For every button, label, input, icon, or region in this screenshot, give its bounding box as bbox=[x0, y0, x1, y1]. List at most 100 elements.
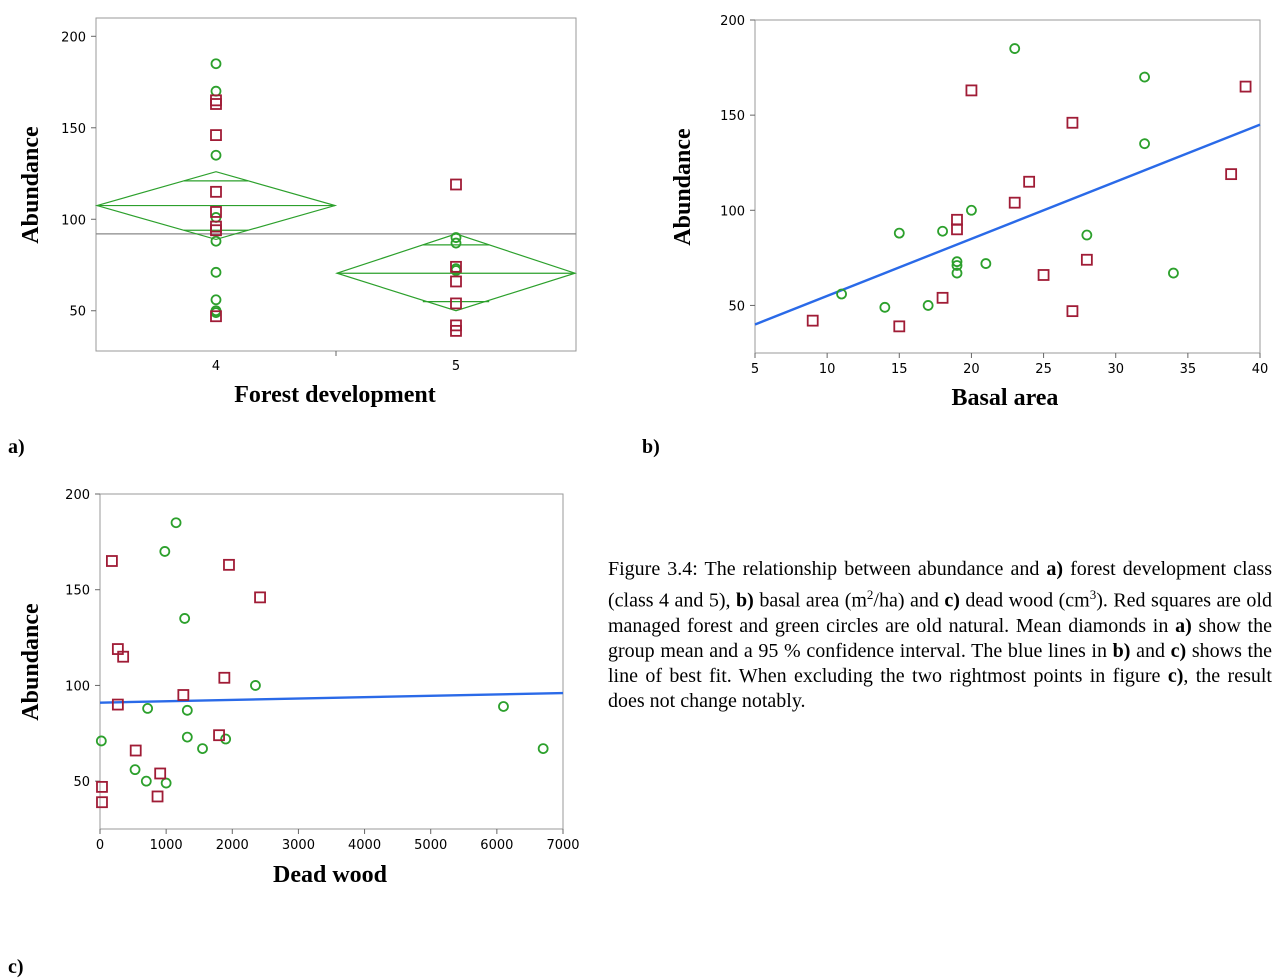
chart-b-frame bbox=[754, 19, 1261, 354]
data-point-circle bbox=[951, 256, 963, 268]
data-point-square bbox=[951, 213, 963, 226]
data-point-circle bbox=[181, 704, 193, 716]
data-point-square bbox=[806, 314, 819, 327]
data-point-circle bbox=[140, 775, 152, 787]
data-point-circle bbox=[498, 701, 509, 712]
data-point-square bbox=[218, 671, 231, 684]
data-point-square bbox=[1023, 175, 1036, 188]
data-point-square bbox=[210, 206, 222, 218]
panel-label-a: a) bbox=[8, 436, 25, 458]
data-point-square bbox=[450, 275, 462, 288]
data-point-circle bbox=[159, 546, 171, 557]
y-tick-label: 200 bbox=[65, 488, 90, 503]
data-point-square bbox=[893, 320, 906, 333]
x-tick-label: 0 bbox=[96, 838, 104, 853]
data-point-circle bbox=[951, 267, 963, 279]
chart-a-frame bbox=[95, 17, 577, 352]
data-point-circle bbox=[210, 149, 222, 161]
data-point-square bbox=[117, 650, 130, 663]
data-point-circle bbox=[250, 680, 261, 691]
data-point-square bbox=[111, 698, 124, 711]
x-tick-label: 40 bbox=[1252, 362, 1269, 377]
data-point-circle bbox=[450, 232, 462, 243]
x-tick-label: 1000 bbox=[150, 838, 183, 853]
data-point-circle bbox=[179, 613, 191, 624]
data-point-circle bbox=[980, 258, 992, 269]
data-point-circle bbox=[836, 288, 847, 300]
data-point-circle bbox=[210, 294, 222, 306]
data-point-square bbox=[154, 767, 167, 780]
x-tick-label: 2000 bbox=[216, 838, 249, 853]
data-point-circle bbox=[210, 58, 222, 70]
fit-line bbox=[754, 123, 1261, 326]
chart-c-frame bbox=[99, 493, 564, 830]
chart-a: 50 100 150 200 4 5 Forest development Abundance bbox=[18, 17, 577, 408]
data-point-circle bbox=[210, 266, 222, 278]
data-point-circle bbox=[210, 235, 222, 247]
y-tick-label: 50 bbox=[73, 775, 90, 790]
x-tick-label: 35 bbox=[1180, 362, 1197, 377]
y-tick-label: 100 bbox=[61, 213, 86, 228]
y-tick-label: 50 bbox=[69, 305, 86, 320]
data-point-circle bbox=[1168, 267, 1179, 279]
data-point-circle bbox=[129, 764, 141, 776]
data-point-circle bbox=[951, 260, 963, 271]
data-point-square bbox=[223, 558, 235, 571]
data-point-square bbox=[210, 185, 222, 198]
x-tick-label: 7000 bbox=[546, 838, 579, 853]
data-point-circle bbox=[170, 517, 182, 529]
data-point-circle bbox=[879, 301, 891, 313]
y-tick-label: 200 bbox=[720, 14, 745, 29]
x-axis-title: Basal area bbox=[952, 385, 1059, 411]
data-point-square bbox=[210, 98, 222, 110]
data-point-square bbox=[951, 223, 963, 236]
data-point-square bbox=[213, 729, 225, 742]
x-tick-label: 5 bbox=[751, 362, 759, 377]
y-tick-label: 200 bbox=[61, 30, 86, 45]
data-point-square bbox=[210, 310, 222, 323]
data-point-circle bbox=[160, 777, 172, 789]
y-tick-label: 150 bbox=[720, 109, 745, 124]
data-point-square bbox=[965, 84, 978, 97]
x-tick-label: 15 bbox=[891, 362, 908, 377]
y-tick-label: 150 bbox=[65, 584, 90, 599]
x-tick-label: 10 bbox=[819, 362, 836, 377]
y-axis-title: Abundance bbox=[670, 128, 696, 246]
panel-label-c: c) bbox=[8, 956, 24, 978]
data-point-square bbox=[210, 129, 222, 141]
data-point-circle bbox=[450, 237, 462, 249]
x-tick-label: 6000 bbox=[480, 838, 513, 853]
data-point-circle bbox=[937, 225, 948, 237]
y-tick-label: 100 bbox=[720, 204, 745, 219]
data-point-square bbox=[151, 790, 164, 803]
data-point-square bbox=[106, 555, 118, 567]
data-point-circle bbox=[1139, 138, 1150, 150]
data-point-square bbox=[210, 94, 222, 107]
figure-caption: Figure 3.4: The relationship between abu… bbox=[608, 558, 1272, 712]
data-point-circle bbox=[210, 85, 222, 97]
data-point-square bbox=[1239, 80, 1252, 93]
data-point-square bbox=[177, 689, 190, 701]
data-point-circle bbox=[537, 743, 549, 754]
data-point-circle bbox=[1081, 229, 1093, 241]
y-tick-label: 100 bbox=[65, 679, 90, 694]
x-tick-label: 5 bbox=[452, 359, 460, 374]
data-point-square bbox=[1037, 269, 1050, 281]
panel-label-b: b) bbox=[642, 436, 660, 458]
data-point-circle bbox=[893, 227, 905, 239]
data-point-square bbox=[936, 291, 949, 304]
data-point-circle bbox=[142, 703, 154, 714]
x-tick-label: 4000 bbox=[348, 838, 381, 853]
data-point-circle bbox=[966, 204, 977, 216]
y-tick-label: 150 bbox=[61, 122, 86, 137]
x-axis-title: Forest development bbox=[234, 382, 436, 408]
data-point-square bbox=[1066, 116, 1079, 129]
data-point-circle bbox=[1009, 43, 1021, 54]
y-tick-label: 50 bbox=[728, 299, 745, 314]
x-tick-label: 30 bbox=[1107, 362, 1124, 377]
data-point-square bbox=[210, 224, 222, 237]
data-point-square bbox=[129, 744, 142, 757]
data-point-circle bbox=[1139, 71, 1150, 83]
